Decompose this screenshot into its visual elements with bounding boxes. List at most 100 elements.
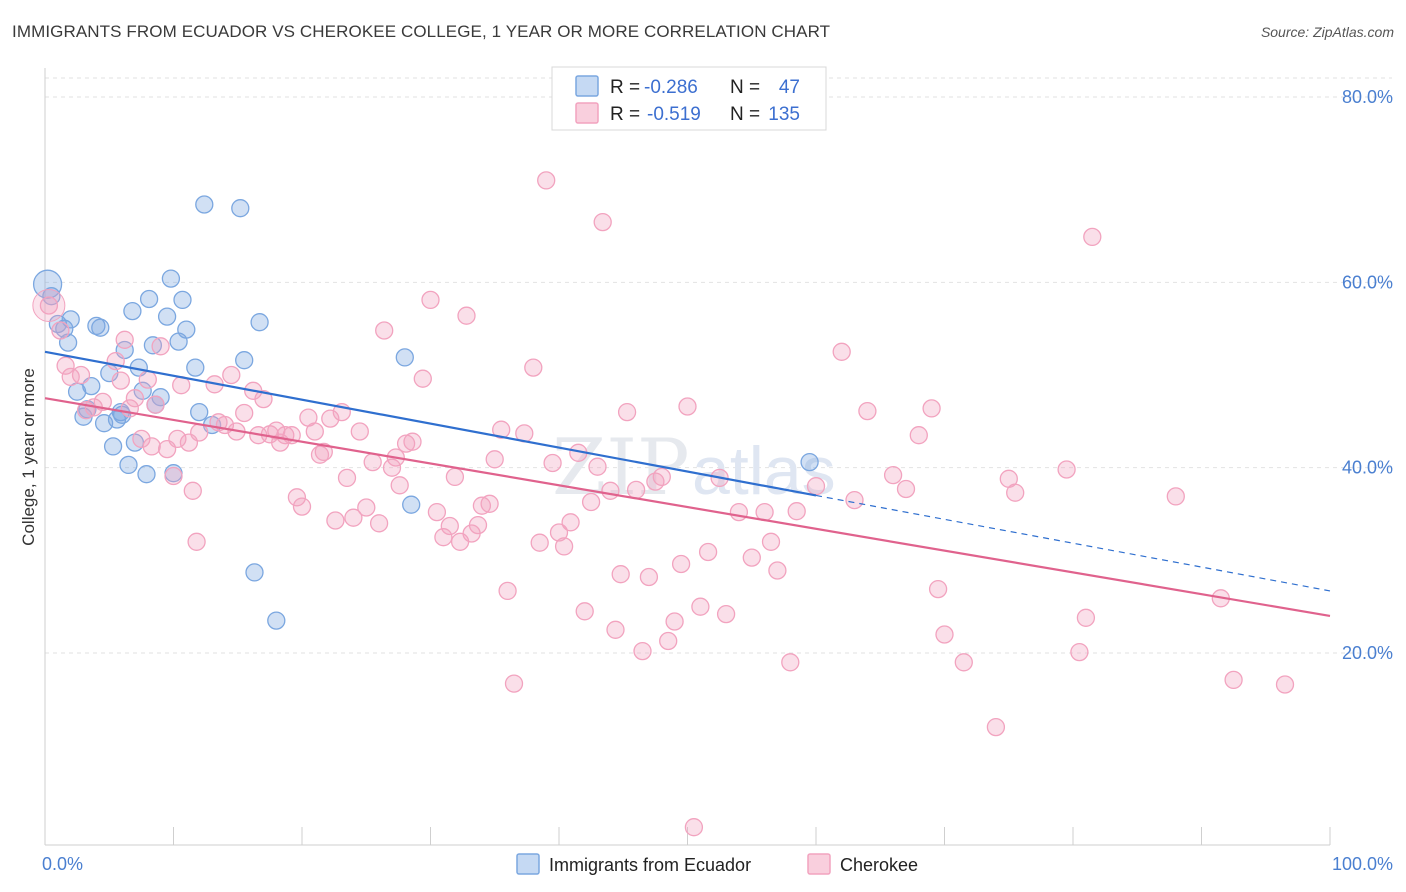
cherokee-point: [305, 422, 324, 441]
cherokee-point: [350, 422, 369, 441]
legend-r-value-cherokee: -0.519: [647, 104, 701, 125]
ecuador-point: [245, 563, 264, 582]
y-tick-label-40: 40.0%: [1342, 458, 1393, 478]
cherokee-point: [287, 488, 307, 507]
y-tick-label-20: 20.0%: [1342, 643, 1393, 663]
ecuador-point: [195, 195, 214, 214]
cherokee-point: [543, 453, 562, 473]
bottom-legend-swatch-cherokee: [807, 853, 831, 875]
cherokee-point: [633, 641, 652, 661]
cherokee-point: [742, 548, 761, 567]
cherokee-point: [344, 508, 363, 527]
cherokee-point: [858, 401, 877, 421]
cherokee-point: [611, 565, 630, 584]
bottom-legend: Immigrants from Ecuador Cherokee: [516, 853, 918, 875]
cherokee-point: [396, 434, 416, 453]
bottom-legend-label-cherokee: Cherokee: [840, 855, 918, 875]
legend: R = -0.286 N = 47 R = -0.519 N = 135: [551, 66, 827, 131]
axes: [44, 68, 1331, 846]
ecuador-point: [186, 358, 205, 377]
bottom-legend-swatch-ecuador: [516, 853, 540, 875]
cherokee-point: [617, 402, 637, 422]
cherokee-point: [845, 490, 864, 510]
watermark-atlas: atlas: [692, 433, 836, 509]
cherokee-point: [1083, 227, 1102, 247]
legend-r-value-ecuador: -0.286: [644, 77, 698, 98]
cherokee-point: [729, 502, 749, 522]
cherokee-point: [363, 452, 382, 472]
cherokee-point: [51, 321, 70, 340]
x-tick-label-100: 100.0%: [1332, 854, 1393, 874]
regression-lines: [44, 350, 1331, 618]
cherokee-point: [671, 554, 691, 574]
cherokee-point: [554, 537, 574, 556]
legend-r-label-ecuador: R =: [610, 77, 640, 98]
cherokee-point: [183, 481, 202, 500]
cherokee-point: [504, 674, 524, 693]
cherokee-point: [1224, 670, 1243, 690]
ecuador-point: [143, 336, 163, 355]
tick-labels: 20.0% 40.0% 60.0% 80.0% 0.0% 100.0%: [42, 87, 1393, 874]
cherokee-point: [606, 620, 625, 639]
cherokee-point: [781, 653, 800, 672]
cherokee-point: [691, 597, 710, 616]
cherokee-point: [561, 513, 580, 532]
cherokee-point: [492, 420, 511, 439]
cherokee-point: [806, 477, 826, 496]
cherokee-point: [468, 515, 488, 535]
cherokee-point: [1057, 460, 1076, 479]
cherokee-point: [659, 631, 678, 651]
cherokee-point: [1076, 608, 1096, 627]
ecuador-point: [103, 437, 123, 456]
ecuador-point: [250, 313, 269, 332]
cherokee-point: [581, 492, 601, 512]
cherokee-point: [235, 403, 254, 423]
cherokee-point: [524, 358, 543, 377]
cherokee-point: [403, 432, 422, 451]
ecuador-point: [91, 318, 110, 337]
cherokee-point: [537, 171, 556, 190]
ecuador-point: [157, 307, 177, 326]
cherokee-point: [639, 567, 659, 587]
ecuador-point: [32, 269, 63, 299]
x-tick-label-0: 0.0%: [42, 854, 83, 874]
cherokee-point: [337, 468, 357, 488]
cherokee-point: [935, 625, 954, 644]
cherokee-point: [684, 818, 704, 837]
cherokee-point: [626, 480, 646, 500]
cherokee-point: [549, 523, 569, 542]
cherokee-point: [588, 457, 607, 476]
legend-r-label-cherokee: R =: [610, 104, 640, 125]
ecuador-point: [137, 465, 156, 484]
legend-swatch-cherokee: [575, 102, 599, 124]
legend-swatch-ecuador: [575, 75, 599, 97]
legend-n-value-ecuador: 47: [779, 77, 800, 98]
cherokee-point: [954, 653, 973, 672]
ecuador-regression-extension: [815, 494, 1331, 592]
cherokee-point: [427, 502, 447, 522]
cherokee-point: [168, 429, 187, 449]
cherokee-point: [71, 365, 91, 385]
series-cherokee-points: [32, 171, 1295, 837]
cherokee-point: [292, 497, 312, 516]
ecuador-point: [190, 402, 209, 422]
cherokee-point: [678, 397, 697, 416]
y-axis-title: College, 1 year or more: [19, 368, 38, 546]
cherokee-point: [768, 561, 787, 580]
cherokee-point: [326, 511, 345, 530]
cherokee-point: [575, 602, 594, 621]
ecuador-point: [119, 455, 138, 475]
cherokee-point: [56, 356, 75, 375]
cherokee-point: [421, 290, 440, 310]
ecuador-point: [231, 199, 250, 218]
ecuador-point: [235, 351, 254, 370]
cherokee-point: [498, 581, 517, 601]
cherokee-point: [530, 533, 549, 552]
cherokee-point: [369, 514, 389, 533]
cherokee-point: [138, 370, 157, 389]
cherokee-point: [480, 494, 499, 513]
cherokee-point: [716, 604, 736, 624]
cherokee-point: [601, 481, 620, 500]
legend-n-label-ecuador: N =: [730, 77, 760, 98]
